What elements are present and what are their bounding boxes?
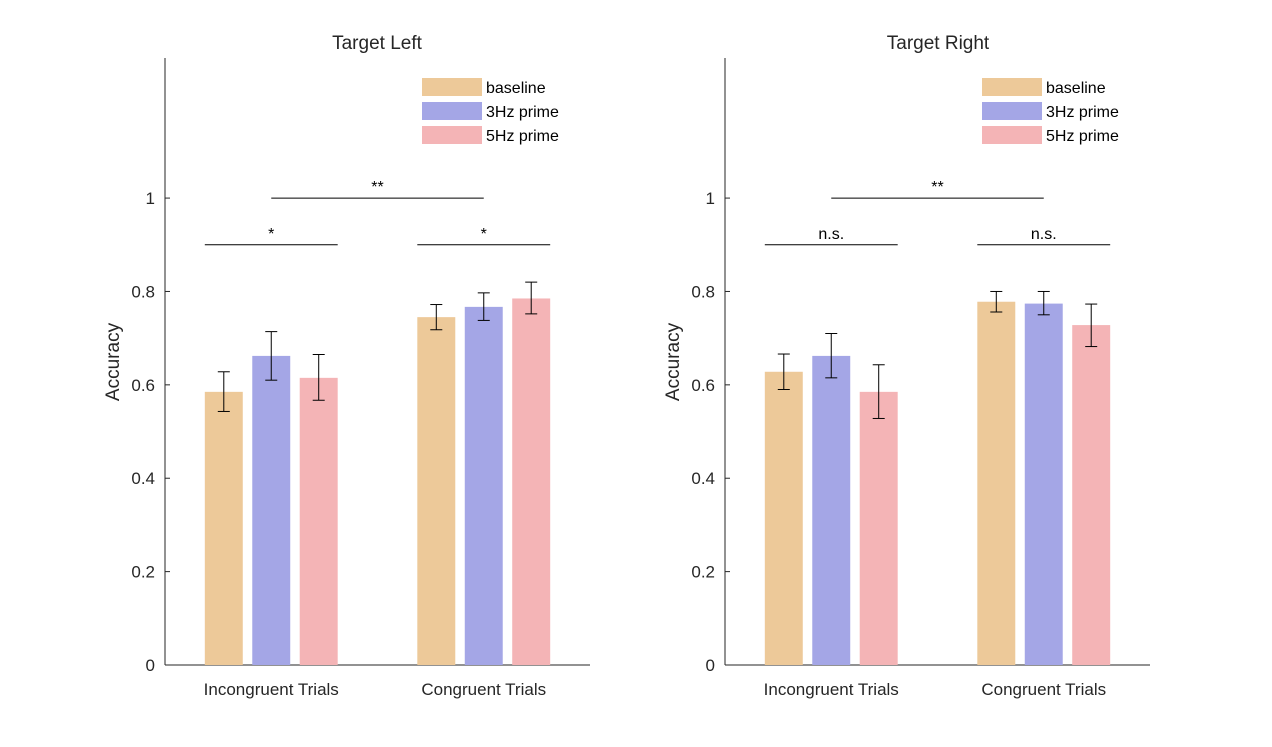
y-tick-label: 0.2 [691, 563, 715, 582]
bar [512, 298, 551, 665]
bar [812, 355, 851, 665]
panel-title: Target Right [887, 33, 990, 54]
x-tick-label: Congruent Trials [421, 680, 546, 699]
legend-label: 3Hz prime [1046, 104, 1119, 121]
bar [859, 391, 898, 665]
bar [464, 306, 503, 665]
legend-swatch [982, 78, 1042, 96]
significance-label: * [481, 226, 487, 243]
y-tick-label: 0.4 [691, 469, 715, 488]
legend-swatch [982, 102, 1042, 120]
y-axis-label: Accuracy [103, 322, 124, 401]
y-tick-label: 0.6 [691, 376, 715, 395]
bar [1024, 303, 1063, 665]
x-tick-label: Incongruent Trials [204, 680, 339, 699]
legend-swatch [982, 126, 1042, 144]
significance-label: * [268, 226, 274, 243]
x-tick-label: Congruent Trials [981, 680, 1106, 699]
legend-swatch [422, 78, 482, 96]
panel-target-right: Target Right Accuracy 0 0.2 0.4 0.6 0.8 1 Inco… [663, 33, 1150, 699]
significance-label: n.s. [818, 226, 844, 243]
y-tick-label: 0.4 [131, 469, 155, 488]
y-tick-label: 0.8 [691, 282, 715, 301]
y-tick-label: 0.2 [131, 563, 155, 582]
y-tick-label: 0.6 [131, 376, 155, 395]
bar [764, 371, 803, 665]
bar [417, 317, 456, 665]
significance-label: n.s. [1031, 226, 1057, 243]
y-tick-label: 0 [146, 656, 155, 675]
bar [204, 391, 243, 665]
legend-label: 5Hz prime [486, 128, 559, 145]
y-axis-label: Accuracy [663, 322, 684, 401]
panel-target-left: Target Left Accuracy 0 0.2 0.4 0.6 0.8 1 Incon… [103, 33, 590, 699]
legend-label: baseline [1046, 80, 1106, 97]
y-tick-label: 0.8 [131, 282, 155, 301]
significance-label: ** [371, 179, 383, 196]
bar [1072, 325, 1111, 665]
y-tick-label: 0 [706, 656, 715, 675]
legend-swatch [422, 102, 482, 120]
legend-label: 5Hz prime [1046, 128, 1119, 145]
legend-label: 3Hz prime [486, 104, 559, 121]
legend-label: baseline [486, 80, 546, 97]
significance-label: ** [931, 179, 943, 196]
bar [299, 377, 338, 665]
bar [977, 301, 1016, 665]
y-tick-label: 1 [146, 189, 155, 208]
bar [252, 355, 291, 665]
panel-title: Target Left [332, 33, 422, 54]
x-tick-label: Incongruent Trials [764, 680, 899, 699]
y-tick-label: 1 [706, 189, 715, 208]
legend-swatch [422, 126, 482, 144]
